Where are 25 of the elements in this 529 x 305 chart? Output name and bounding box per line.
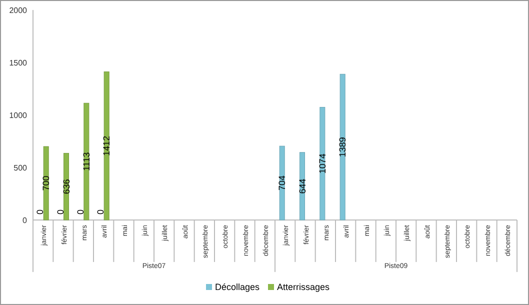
data-label: 636 — [61, 179, 72, 194]
legend-label: Décollages — [215, 282, 260, 292]
data-label: 1389 — [338, 137, 348, 158]
y-tick-label: 500 — [14, 164, 28, 172]
y-tick-label: 1500 — [9, 58, 28, 68]
data-label: 0 — [75, 209, 86, 215]
y-tick-label: 2000 — [9, 6, 28, 15]
data-label: 644 — [297, 178, 308, 194]
legend-label: Atterrissages — [277, 282, 330, 292]
bar — [340, 74, 346, 220]
data-label: 0 — [55, 209, 66, 215]
data-label: 1074 — [317, 154, 328, 174]
y-tick-label: 0 — [22, 216, 28, 225]
bar — [84, 102, 90, 220]
data-label: 1412 — [102, 136, 112, 156]
bar — [320, 106, 326, 220]
bar — [104, 71, 110, 220]
data-label: 1113 — [81, 152, 92, 171]
y-tick-label: 1000 — [9, 111, 28, 120]
data-label: 700 — [41, 176, 52, 191]
bar — [43, 146, 49, 220]
data-label: 0 — [96, 209, 106, 215]
data-label: 0 — [35, 209, 46, 215]
data-label: 704 — [277, 176, 288, 191]
bar — [279, 146, 285, 220]
